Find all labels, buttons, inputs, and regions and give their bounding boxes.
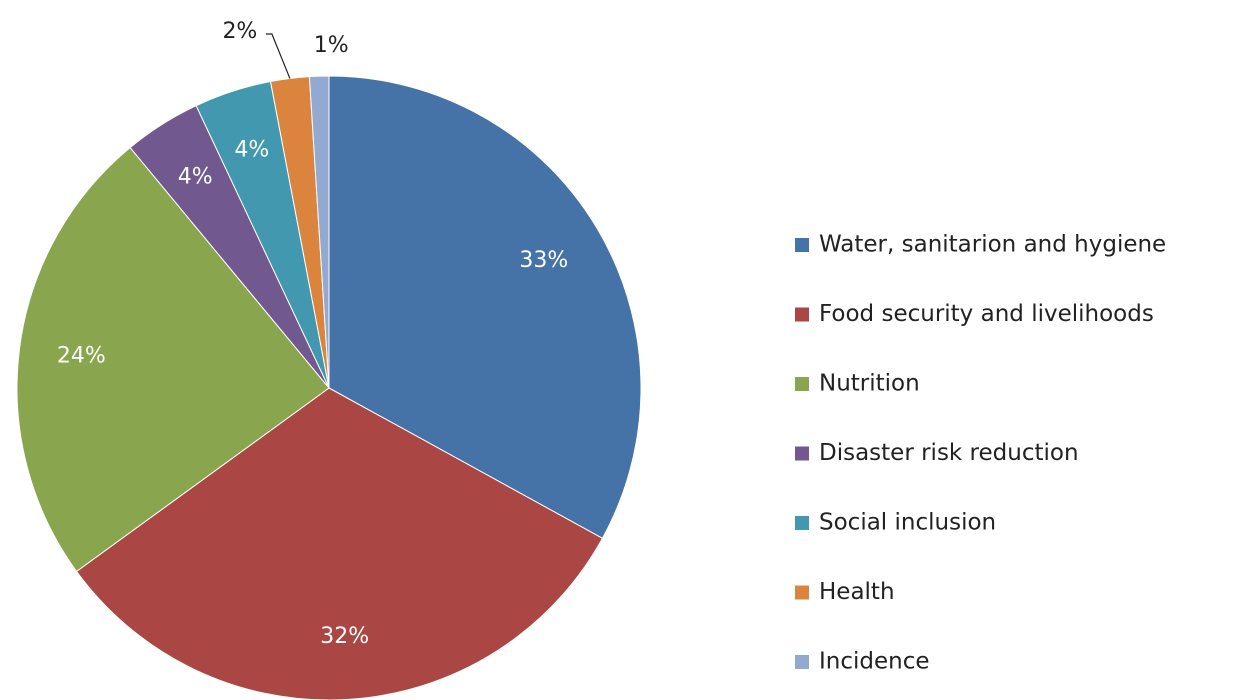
legend-text: Disaster risk reduction (819, 440, 1079, 466)
pie-slice (75, 387, 604, 700)
data-label: 1% (314, 33, 349, 58)
legend-swatch (795, 238, 809, 252)
legend-swatch (795, 377, 809, 391)
legend-text: Nutrition (819, 371, 920, 397)
data-label: 4% (234, 138, 269, 163)
data-label: 4% (178, 164, 213, 189)
legend-swatch (795, 655, 809, 669)
legend-text: Incidence (819, 649, 930, 675)
legend-text: Social inclusion (819, 510, 996, 536)
legend-text: Food security and livelihoods (819, 301, 1154, 327)
pie-slice (308, 75, 330, 389)
legend-text: Water, sanitarion and hygiene (819, 232, 1166, 258)
legend-swatch (795, 516, 809, 530)
leader-line (265, 33, 291, 79)
pie-slice (16, 146, 330, 573)
legend-swatch (795, 585, 809, 600)
data-label: 32% (320, 624, 369, 649)
legend-swatch (795, 307, 809, 322)
data-label: 24% (57, 344, 106, 369)
legend-swatch (795, 446, 809, 461)
legend-text: Health (819, 579, 895, 605)
pie-slice (328, 75, 642, 539)
data-label: 2% (222, 19, 257, 44)
data-label: 33% (519, 248, 568, 273)
